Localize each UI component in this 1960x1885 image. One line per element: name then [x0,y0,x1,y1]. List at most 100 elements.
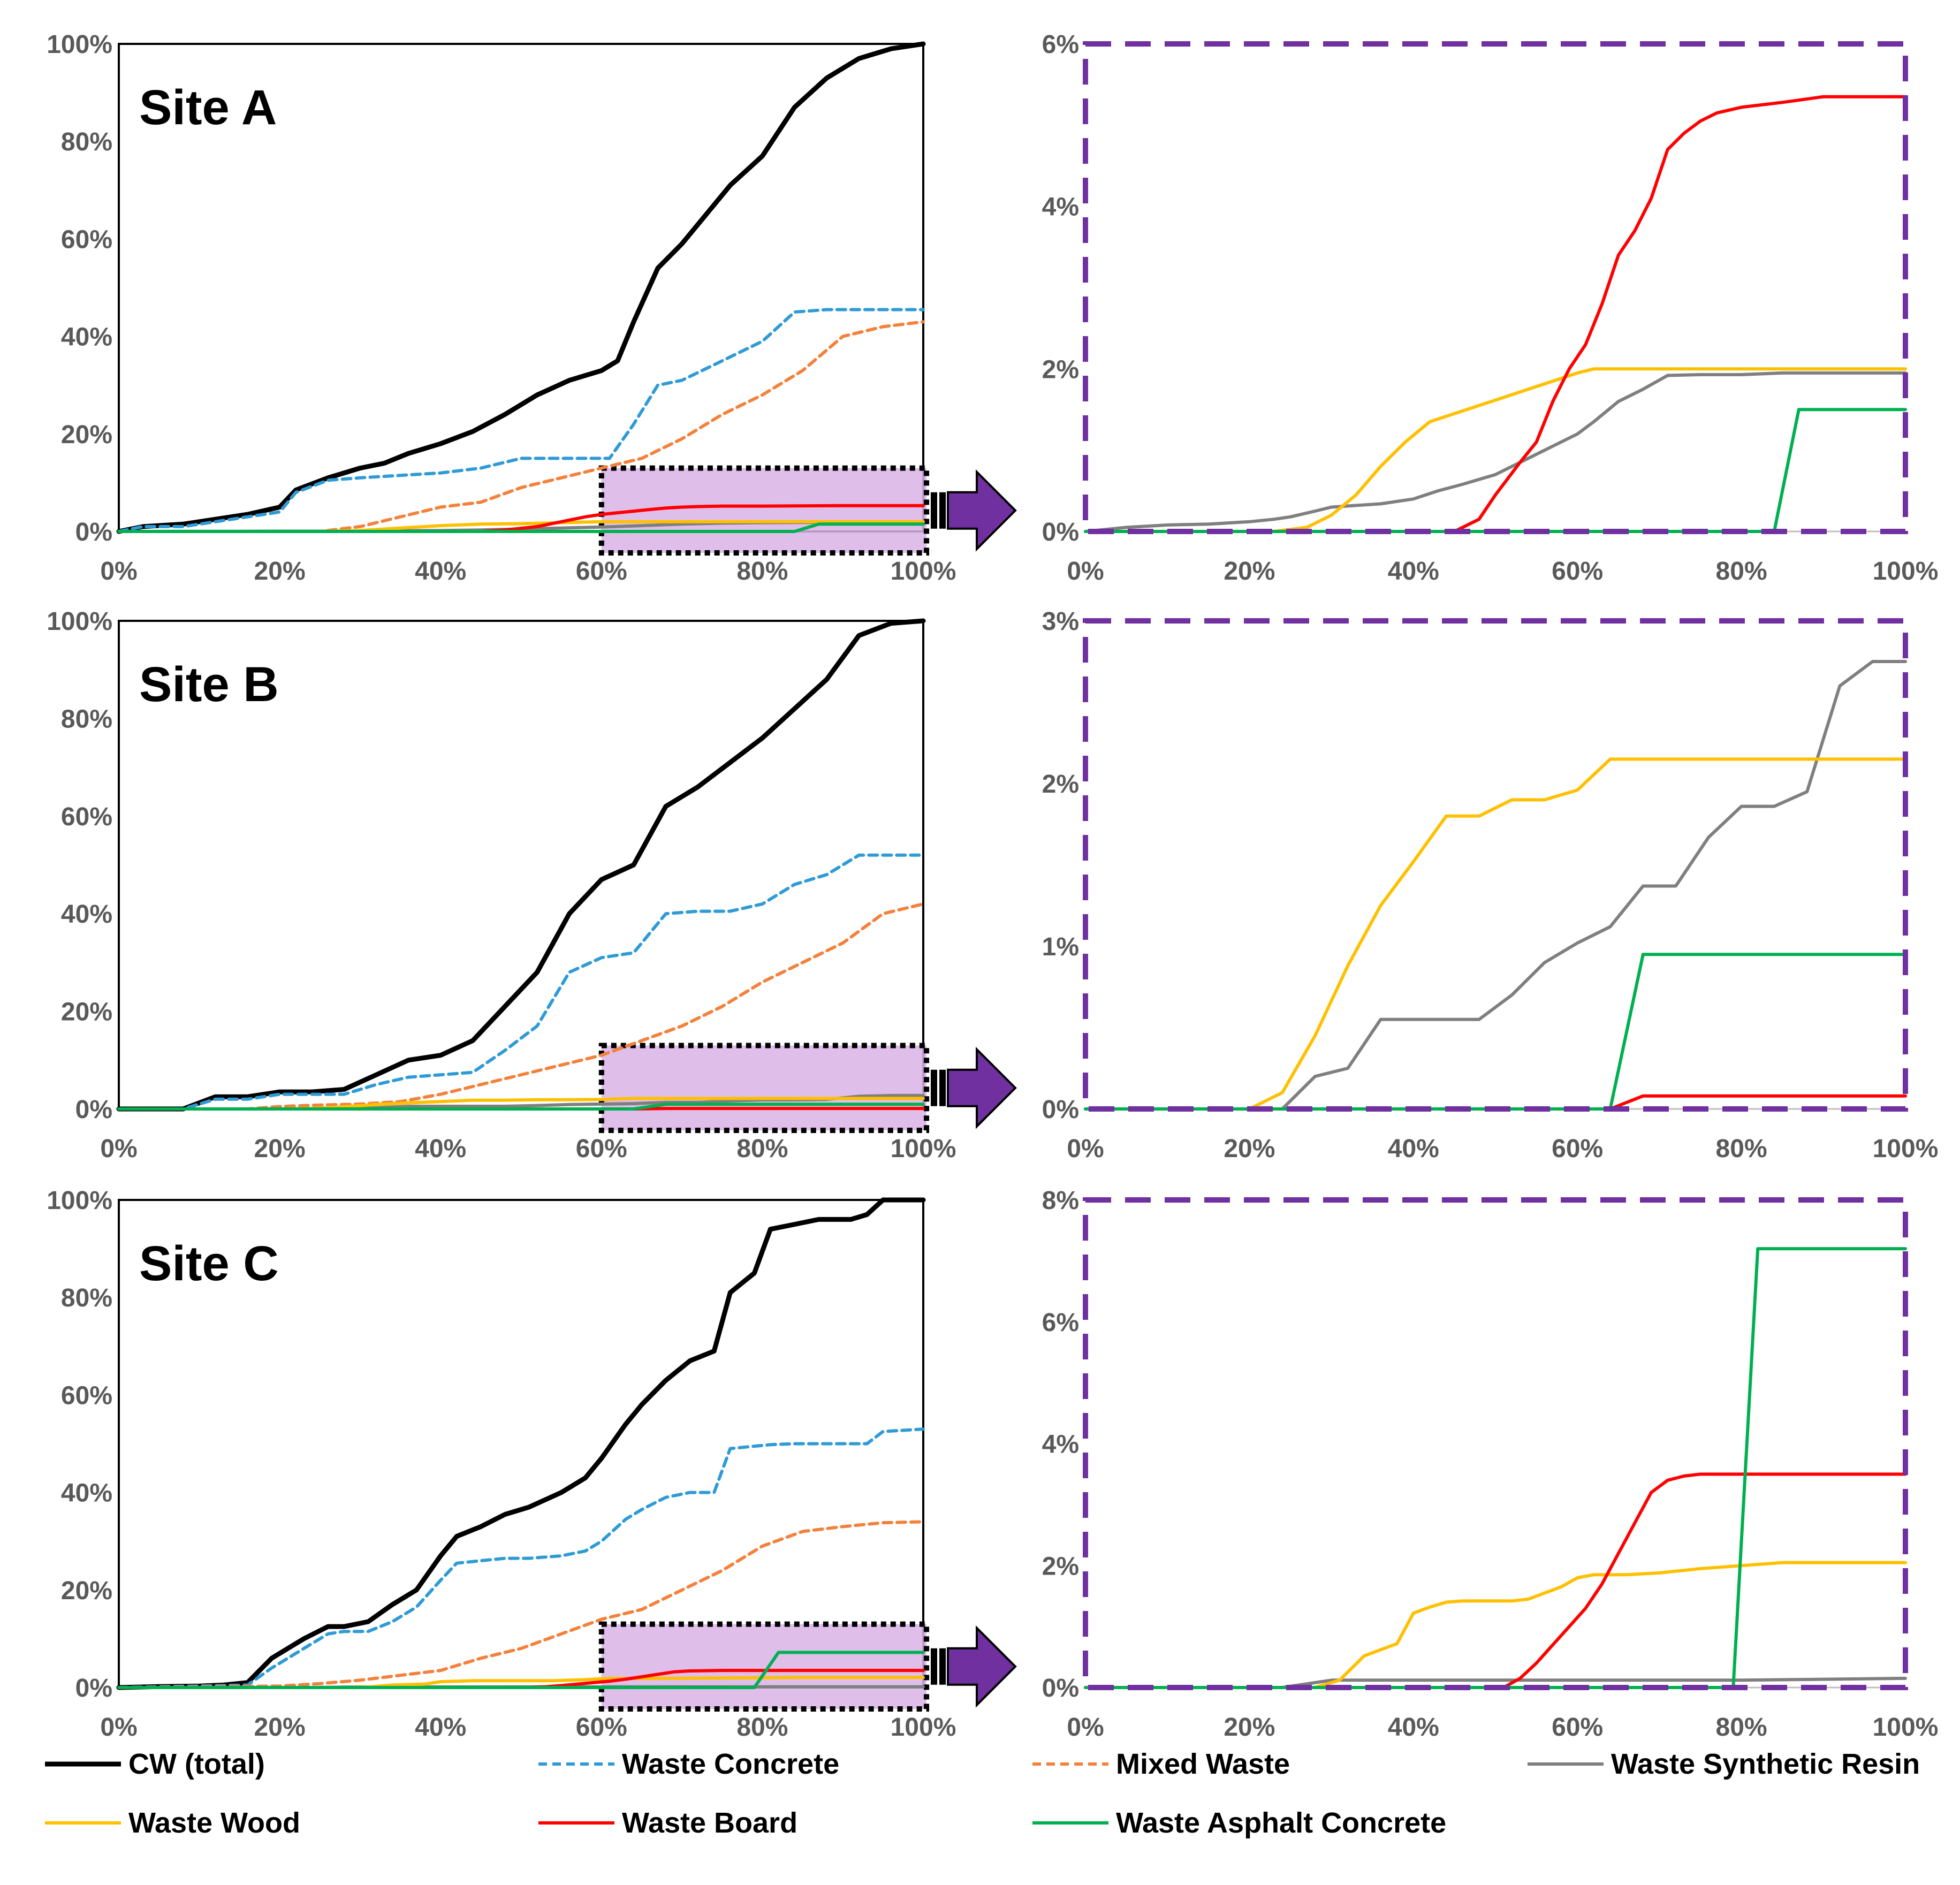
site-label: Site C [139,1236,279,1291]
y-tick-label: 0% [1042,518,1079,546]
x-tick-label: 40% [415,557,466,586]
x-tick-label: 40% [415,1135,466,1163]
legend-label: Waste Synthetic Resin [1611,1748,1920,1780]
legend-label: Waste Asphalt Concrete [1116,1807,1447,1839]
x-tick-label: 60% [576,1135,627,1163]
site-label: Site A [139,80,277,135]
series-line-waste-wood [117,1676,925,1689]
series-line-waste-board [117,504,925,533]
y-tick-label: 80% [61,1284,112,1312]
x-tick-label: 40% [1388,1713,1439,1742]
siteB-zoom-panel: 0% 20% 40% 60% 80% 100% 0% 1% 2% 3% [1042,607,1939,1163]
y-tick-label: 20% [61,1577,112,1605]
series-line-mixed-waste [117,320,925,533]
zoom-highlight-box [598,1621,930,1712]
y-tick-label: 4% [1042,1431,1079,1459]
legend-item-waste-wood: Waste Wood [43,1802,300,1844]
legend-item-waste-synthetic-resin: Waste Synthetic Resin [1525,1743,1920,1785]
y-tick-label: 2% [1042,355,1079,384]
legend-item-cw-total: CW (total) [43,1743,265,1785]
legend-label: Waste Concrete [622,1748,840,1780]
y-tick-label: 4% [1042,193,1079,222]
legend-item-waste-asphalt-concrete: Waste Asphalt Concrete [1030,1802,1446,1844]
x-tick-label: 80% [1716,1713,1767,1742]
x-tick-label: 0% [1067,557,1104,586]
series-line-mixed-waste [117,1520,925,1689]
x-tick-label: 20% [254,1713,306,1742]
series-line-waste-asphalt-concrete [1084,1247,1907,1689]
series-line-waste-asphalt-concrete [117,1103,925,1111]
y-tick-label: 0% [1042,1096,1079,1124]
zoom-arrow-icon [931,1046,1017,1129]
x-tick-label: 80% [736,557,788,586]
legend-item-waste-concrete: Waste Concrete [536,1743,839,1785]
x-tick-label: 80% [736,1713,788,1742]
x-tick-label: 40% [415,1713,466,1742]
y-tick-label: 0% [75,1096,112,1124]
x-tick-label: 100% [891,557,956,586]
y-tick-label: 40% [61,900,112,929]
series-line-mixed-waste [117,902,925,1111]
series-line-waste-board [1084,1472,1907,1689]
y-tick-label: 8% [1042,1187,1079,1215]
y-tick-label: 80% [61,128,112,156]
x-tick-label: 80% [1716,557,1767,586]
zoom-frame [1083,1197,1908,1690]
legend-swatch [1528,1762,1604,1766]
legend-label: Waste Board [622,1807,798,1839]
series-line-waste-asphalt-concrete [117,1651,925,1689]
series-line-waste-wood [1084,1561,1907,1689]
series-line-waste-synthetic-resin [1084,660,1907,1111]
y-tick-label: 60% [61,803,112,831]
series-line-cw-total [116,1197,926,1690]
legend-label: Mixed Waste [1116,1748,1290,1780]
siteC-main-panel: 0% 20% 40% 60% 80% 100% 0% 20% 40% 60% 80% 100% Site… [47,1187,1017,1742]
zoom-frame [1083,618,1908,1112]
x-tick-label: 60% [1552,1135,1603,1163]
legend-label: CW (total) [128,1748,265,1780]
series-line-waste-board [1084,95,1907,533]
series-line-cw-total [116,41,926,534]
y-tick-label: 20% [61,998,112,1027]
y-tick-label: 20% [61,421,112,449]
y-tick-label: 2% [1042,770,1079,799]
series-line-waste-synthetic-resin [1084,371,1907,533]
y-tick-label: 0% [75,1674,112,1702]
legend-label: Waste Wood [128,1807,300,1839]
x-tick-label: 20% [1224,1135,1275,1163]
x-tick-label: 20% [254,557,306,586]
series-line-waste-asphalt-concrete [1084,408,1907,533]
zoom-arrow-icon [931,469,1017,552]
legend-swatch [538,1821,614,1825]
x-tick-label: 20% [254,1135,306,1163]
x-tick-label: 60% [576,557,627,586]
site-label: Site B [139,657,279,712]
siteA-main-panel: 0% 20% 40% 60% 80% 100% 0% 20% 40% 60% 80% 100% Site… [47,31,1017,586]
y-tick-label: 60% [61,1381,112,1410]
y-tick-label: 60% [61,225,112,254]
x-tick-label: 60% [1552,557,1603,586]
y-tick-label: 100% [47,31,112,59]
y-tick-label: 2% [1042,1552,1079,1580]
series-line-waste-asphalt-concrete [117,522,925,533]
y-tick-label: 80% [61,705,112,733]
zoom-highlight-box [598,1043,930,1133]
x-tick-label: 80% [1716,1135,1767,1163]
series-line-waste-wood [1084,757,1907,1111]
x-tick-label: 60% [1552,1713,1603,1742]
x-tick-label: 100% [891,1135,956,1163]
y-tick-label: 40% [61,1479,112,1508]
x-tick-label: 0% [1067,1135,1104,1163]
legend-item-waste-board: Waste Board [536,1802,797,1844]
legend-swatch [1032,1821,1108,1825]
legend-swatch [45,1821,121,1825]
series-line-waste-concrete [117,1427,925,1689]
series-line-waste-concrete [117,308,925,533]
legend-swatch [538,1762,614,1766]
series-line-waste-wood [1084,367,1907,533]
legend-swatch [1032,1762,1108,1766]
y-tick-label: 6% [1042,31,1079,59]
siteA-zoom-panel: 0% 20% 40% 60% 80% 100% 0% 2% 4% 6% [1042,31,1939,586]
x-tick-label: 40% [1388,557,1439,586]
